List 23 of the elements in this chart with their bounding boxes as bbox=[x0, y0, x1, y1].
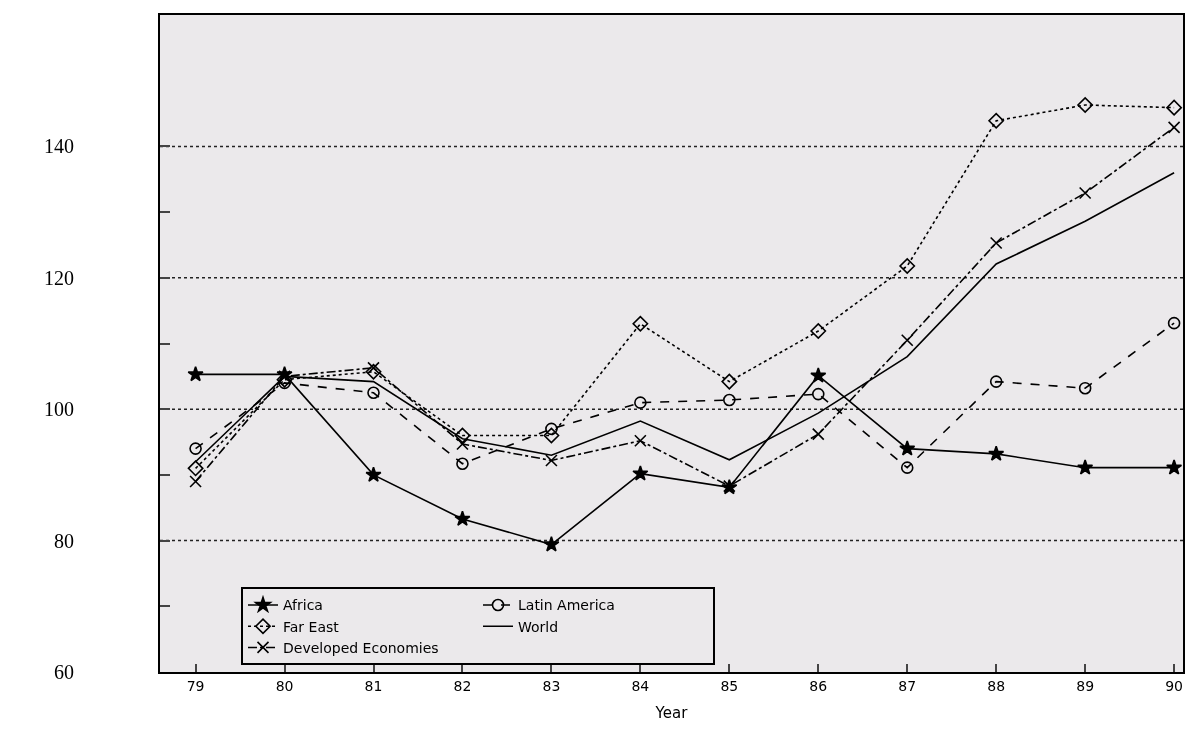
y-tick-label: 60 bbox=[54, 661, 74, 683]
x-tick-label: 89 bbox=[1076, 677, 1095, 694]
x-tick-label: 85 bbox=[720, 677, 739, 694]
x-tick-label: 88 bbox=[987, 677, 1006, 694]
y-tick-label: 120 bbox=[44, 266, 74, 289]
y-tick-label: 100 bbox=[44, 398, 74, 421]
y-tick-label: 140 bbox=[44, 135, 74, 158]
x-tick-label: 87 bbox=[898, 677, 917, 694]
x-tick-label: 83 bbox=[542, 677, 561, 694]
x-tick-label: 80 bbox=[275, 677, 294, 694]
x-tick-label: 81 bbox=[364, 677, 383, 694]
legend-label: Latin America bbox=[518, 597, 615, 614]
x-tick-label: 90 bbox=[1165, 677, 1184, 694]
x-axis-title: Year bbox=[654, 704, 689, 723]
legend-label: World bbox=[518, 618, 559, 635]
legend-label: Africa bbox=[283, 597, 323, 614]
legend-label: Far East bbox=[283, 618, 340, 635]
x-tick-label: 86 bbox=[809, 677, 828, 694]
x-tick-label: 84 bbox=[631, 677, 650, 694]
x-tick-label: 82 bbox=[453, 677, 472, 694]
legend-label: Developed Economies bbox=[283, 639, 439, 656]
x-tick-label: 79 bbox=[186, 677, 205, 694]
y-tick-label: 80 bbox=[54, 529, 74, 552]
